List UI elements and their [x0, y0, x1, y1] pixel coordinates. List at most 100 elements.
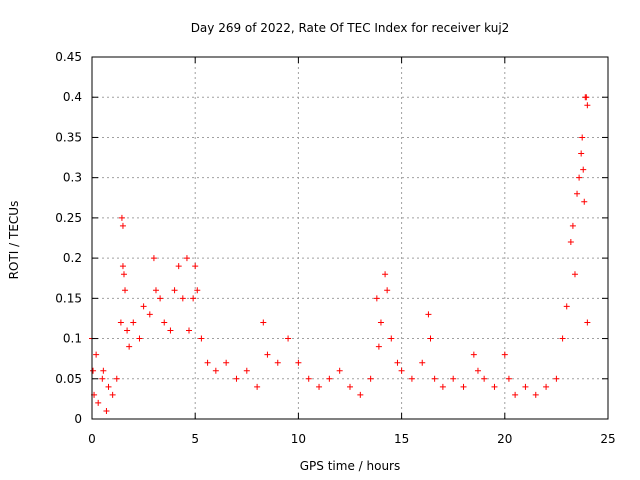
data-point: [204, 359, 211, 366]
data-point: [505, 375, 512, 382]
data-point: [375, 343, 382, 350]
data-point: [567, 239, 574, 246]
data-point: [522, 383, 529, 390]
data-point: [126, 343, 133, 350]
y-tick-label: 0: [74, 412, 82, 426]
data-point: [140, 303, 147, 310]
data-point: [425, 311, 432, 318]
data-point: [569, 222, 576, 229]
data-point: [190, 295, 197, 302]
data-point: [198, 335, 205, 342]
data-point: [427, 335, 434, 342]
data-point: [382, 271, 389, 278]
data-point: [357, 391, 364, 398]
data-point: [450, 375, 457, 382]
data-point: [212, 367, 219, 374]
chart-title: Day 269 of 2022, Rate Of TEC Index for r…: [191, 21, 510, 35]
data-point: [367, 375, 374, 382]
data-point: [192, 263, 199, 270]
data-point: [431, 375, 438, 382]
data-point: [150, 255, 157, 262]
data-point: [579, 134, 586, 141]
data-point: [285, 335, 292, 342]
data-point: [553, 375, 560, 382]
data-point: [95, 399, 102, 406]
data-point: [274, 359, 281, 366]
x-tick-label: 25: [600, 432, 615, 446]
data-point: [120, 271, 127, 278]
x-tick-label: 10: [291, 432, 306, 446]
data-point: [157, 295, 164, 302]
data-point: [474, 367, 481, 374]
data-point: [171, 287, 178, 294]
data-point: [571, 271, 578, 278]
data-point: [105, 383, 112, 390]
data-point: [254, 383, 261, 390]
data-point: [93, 351, 100, 358]
data-point: [194, 287, 201, 294]
data-point: [512, 391, 519, 398]
data-point: [439, 383, 446, 390]
data-point: [117, 319, 124, 326]
data-point: [100, 367, 107, 374]
data-point: [576, 174, 583, 181]
data-point: [377, 319, 384, 326]
axis-ticks: 0 5 10 15 20 25 0 0.05 0.1 0.15 0.2 0.25 0.3 0.35 0.4 0…: [55, 50, 615, 446]
data-point: [183, 255, 190, 262]
data-point: [460, 383, 467, 390]
data-point: [347, 383, 353, 390]
grid: [92, 57, 608, 419]
x-tick-label: 15: [394, 432, 409, 446]
data-point: [574, 190, 581, 197]
data-point: [336, 367, 343, 374]
data-point: [103, 407, 110, 414]
data-point: [264, 351, 271, 358]
data-point: [260, 319, 267, 326]
plot-frame: [91, 56, 609, 420]
data-point: [119, 222, 126, 229]
data-point: [563, 303, 570, 310]
data-point: [124, 327, 131, 334]
data-point: [491, 383, 498, 390]
x-tick-label: 0: [88, 432, 96, 446]
x-axis-label: GPS time / hours: [300, 459, 401, 473]
data-point: [326, 375, 333, 382]
data-point: [243, 367, 250, 374]
data-point: [161, 319, 168, 326]
y-tick-label: 0.2: [63, 251, 82, 265]
data-point: [316, 383, 323, 390]
data-point: [179, 295, 186, 302]
data-point: [394, 359, 401, 366]
data-point: [481, 375, 488, 382]
data-point: [99, 375, 106, 382]
y-tick-label: 0.1: [63, 332, 82, 346]
y-tick-label: 0.05: [55, 372, 82, 386]
data-point: [118, 214, 125, 221]
y-tick-label: 0.3: [63, 171, 82, 185]
data-point: [543, 383, 550, 390]
y-axis-label: ROTI / TECUs: [7, 201, 21, 280]
y-tick-label: 0.35: [55, 130, 82, 144]
data-point: [122, 287, 129, 294]
data-point: [408, 375, 415, 382]
data-point: [559, 335, 566, 342]
data-point: [419, 359, 426, 366]
data-point: [167, 327, 174, 334]
data-points: [89, 94, 591, 414]
data-point: [152, 287, 159, 294]
data-point: [223, 359, 230, 366]
data-point: [532, 391, 539, 398]
data-point: [146, 311, 153, 318]
data-point: [373, 295, 380, 302]
data-point: [175, 263, 182, 270]
x-tick-label: 20: [497, 432, 512, 446]
x-tick-label: 5: [191, 432, 199, 446]
data-point: [305, 375, 312, 382]
data-point: [136, 335, 143, 342]
data-point: [90, 367, 97, 374]
data-point: [581, 198, 588, 205]
data-point: [233, 375, 240, 382]
y-tick-label: 0.15: [55, 291, 82, 305]
